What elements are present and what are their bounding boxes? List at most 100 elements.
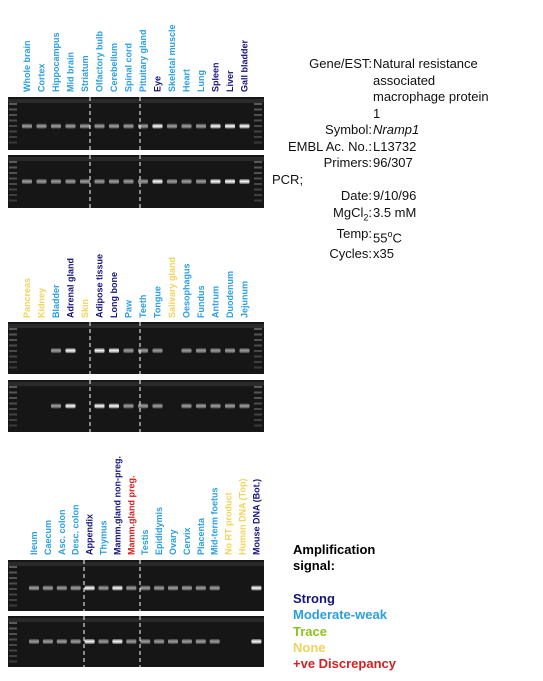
gel-well-row bbox=[8, 324, 264, 328]
gel-band bbox=[251, 639, 262, 644]
ladder-band bbox=[254, 166, 262, 169]
ladder-band bbox=[254, 366, 262, 369]
lane-label: Mouse DNA (Bot.) bbox=[251, 479, 261, 555]
gel-band bbox=[181, 348, 192, 354]
ladder-band bbox=[9, 593, 17, 596]
ladder-band bbox=[9, 604, 17, 607]
ladder-band bbox=[254, 183, 262, 185]
gel-band bbox=[94, 348, 105, 354]
info-key: Primers: bbox=[323, 155, 372, 170]
info-value-unit: C bbox=[392, 229, 402, 245]
gel-band bbox=[167, 179, 177, 184]
gel-band bbox=[239, 348, 250, 354]
ladder-band bbox=[254, 361, 262, 363]
gel-band bbox=[251, 585, 262, 591]
ladder-band bbox=[9, 622, 17, 624]
ladder-band bbox=[254, 177, 262, 180]
ladder-band bbox=[9, 166, 17, 169]
ladder-band bbox=[9, 413, 17, 416]
lane-label: Cervix bbox=[182, 527, 192, 555]
ladder-band bbox=[254, 119, 262, 122]
lane-label: Long bone bbox=[109, 272, 119, 318]
lane-label: Heart bbox=[182, 69, 192, 92]
ladder-band bbox=[9, 627, 17, 630]
info-row: Cycles: x35 bbox=[260, 246, 498, 263]
gel-band bbox=[210, 123, 221, 129]
gel-band bbox=[196, 348, 206, 354]
info-row: Primers: 96/307 bbox=[260, 155, 498, 172]
info-key: Symbol: bbox=[325, 122, 372, 137]
ladder-band bbox=[9, 103, 17, 105]
ladder-band bbox=[254, 199, 262, 202]
gel-band bbox=[210, 403, 221, 409]
gel-band bbox=[167, 123, 177, 129]
lane-label: Thymus bbox=[99, 520, 109, 555]
lane-label: Cerebellum bbox=[109, 43, 119, 92]
lane-label: Liver bbox=[225, 70, 235, 92]
gel-band bbox=[123, 123, 134, 129]
ladder-band bbox=[9, 328, 17, 330]
gel-band bbox=[123, 179, 134, 184]
lane-label: Olfactory bulb bbox=[95, 30, 105, 92]
ladder-band bbox=[254, 161, 262, 163]
legend-title: Amplification signal: bbox=[293, 542, 376, 573]
gel-band bbox=[239, 403, 250, 409]
lane-label: Duodenum bbox=[225, 271, 235, 318]
gel-band bbox=[181, 585, 192, 591]
info-key: EMBL Ac. No.: bbox=[287, 138, 372, 154]
ladder-band bbox=[9, 599, 17, 601]
ladder-band bbox=[254, 397, 262, 399]
gel-band bbox=[140, 585, 151, 591]
gel-band bbox=[239, 123, 250, 129]
ladder-band bbox=[254, 391, 262, 394]
info-key-text: MgCl bbox=[333, 204, 364, 220]
ladder-band bbox=[9, 391, 17, 394]
ladder-band bbox=[254, 350, 262, 352]
gel-band bbox=[225, 123, 235, 129]
info-value: L13732 bbox=[373, 138, 417, 154]
ladder-band bbox=[254, 188, 262, 191]
gel-well-row bbox=[8, 562, 264, 566]
ladder-band bbox=[254, 333, 262, 336]
gel-band bbox=[181, 123, 192, 129]
ladder-band bbox=[9, 141, 17, 144]
info-value: Natural resistance associated macrophage… bbox=[373, 56, 489, 121]
ladder-band bbox=[9, 125, 17, 127]
info-key-sub: 2 bbox=[363, 212, 369, 223]
ladder-band bbox=[9, 194, 17, 196]
gel-well-row bbox=[8, 618, 264, 622]
info-value: 3.5 mM bbox=[373, 204, 417, 220]
gel-well-row bbox=[8, 382, 264, 386]
gel-band bbox=[209, 585, 220, 591]
gel-band bbox=[51, 348, 61, 354]
ladder-band bbox=[9, 177, 17, 180]
ladder-band bbox=[9, 130, 17, 133]
gel-band bbox=[109, 123, 119, 129]
gel-band bbox=[152, 348, 163, 354]
gel-band bbox=[210, 348, 221, 354]
lane-label: Whole brain bbox=[22, 41, 32, 93]
gel-band bbox=[196, 403, 206, 409]
ladder-band bbox=[9, 355, 17, 358]
info-key: MgCl2: bbox=[260, 205, 372, 226]
gel-band bbox=[42, 585, 53, 591]
lane-label: Teeth bbox=[138, 295, 148, 318]
ladder-band bbox=[254, 355, 262, 358]
ladder-band bbox=[254, 344, 262, 347]
ladder-band bbox=[9, 582, 17, 585]
gel-band bbox=[181, 639, 192, 644]
gel-band bbox=[22, 179, 32, 184]
lane-label: Caecum bbox=[43, 520, 53, 555]
gel-band bbox=[112, 639, 123, 644]
gel-band bbox=[29, 639, 39, 644]
gel-band bbox=[181, 403, 192, 409]
lane-label: Paw bbox=[124, 299, 134, 318]
gel-band bbox=[239, 179, 250, 184]
info-key: Temp: bbox=[336, 225, 372, 241]
gel-band bbox=[210, 179, 221, 184]
info-value: 96/307 bbox=[373, 155, 413, 170]
info-value-text: 55 bbox=[373, 229, 388, 245]
ladder-band bbox=[254, 408, 262, 410]
lane-label: Eye bbox=[153, 76, 163, 92]
